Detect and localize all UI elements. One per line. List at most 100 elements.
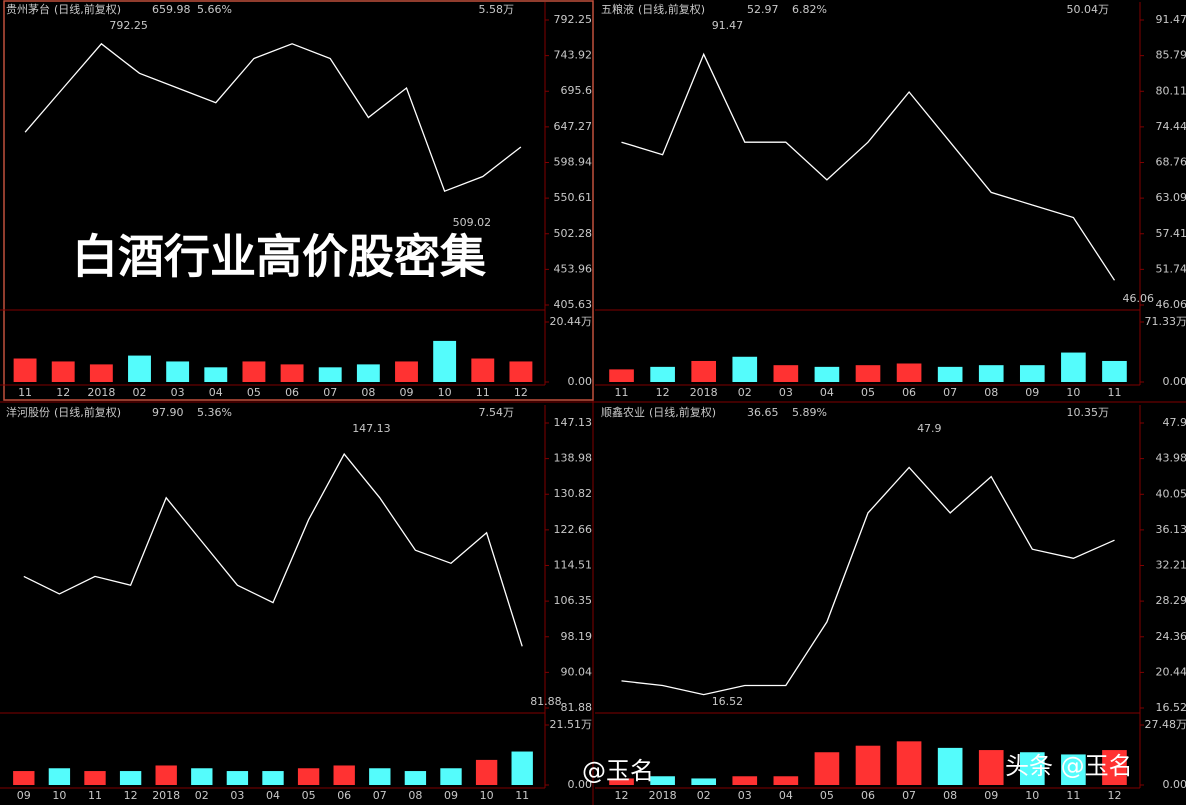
volume-tick-label: 0.00 xyxy=(1163,778,1186,791)
volume-bar xyxy=(732,776,758,785)
price-line xyxy=(621,52,1116,281)
x-tick-label: 2018 xyxy=(87,386,115,399)
y-tick-label: 40.05 xyxy=(1156,487,1186,500)
x-tick-label: 09 xyxy=(400,386,414,399)
x-tick-label: 11 xyxy=(1066,789,1080,802)
y-tick-label: 43.98 xyxy=(1156,452,1186,465)
volume-label: 7.54万 xyxy=(479,406,515,419)
volume-bar xyxy=(242,361,266,382)
y-tick-label: 63.09 xyxy=(1156,191,1186,204)
x-tick-label: 08 xyxy=(408,789,422,802)
high-label: 792.25 xyxy=(109,19,148,32)
y-tick-label: 106.35 xyxy=(554,594,593,607)
low-label: 509.02 xyxy=(453,216,492,229)
x-tick-label: 05 xyxy=(302,789,316,802)
volume-bar xyxy=(204,367,228,382)
y-tick-label: 32.21 xyxy=(1156,559,1186,572)
y-tick-label: 20.44 xyxy=(1156,665,1186,678)
volume-bar xyxy=(509,361,533,382)
headline: 白酒行业高价股密集 xyxy=(72,232,486,283)
stock-name: 五粮液 xyxy=(601,2,634,16)
y-tick-label: 46.06 xyxy=(1156,298,1186,311)
volume-bar xyxy=(356,364,380,382)
x-tick-label: 04 xyxy=(266,789,280,802)
y-tick-label: 138.98 xyxy=(554,452,593,465)
volume-bar xyxy=(978,750,1004,785)
low-label: 16.52 xyxy=(712,695,744,708)
stock-name: 贵州茅台 xyxy=(6,2,50,16)
y-tick-label: 122.66 xyxy=(554,523,593,536)
low-label: 81.88 xyxy=(530,695,562,708)
price-line xyxy=(621,466,1115,696)
watermark: @玉名 xyxy=(582,757,654,785)
x-tick-label: 05 xyxy=(861,386,875,399)
volume-bar xyxy=(732,356,758,382)
low-label: 46.06 xyxy=(1122,292,1154,305)
y-tick-label: 147.13 xyxy=(554,416,593,429)
change: 6.82% xyxy=(792,3,827,16)
y-tick-label: 647.27 xyxy=(554,120,593,133)
volume-bar xyxy=(89,364,113,382)
volume-bar xyxy=(814,752,840,785)
high-label: 147.13 xyxy=(352,422,391,435)
x-tick-label: 06 xyxy=(337,789,351,802)
volume-bar xyxy=(471,358,495,382)
x-tick-label: 11 xyxy=(88,789,102,802)
volume-bar xyxy=(395,361,418,382)
price: 659.98 xyxy=(152,3,191,16)
y-tick-label: 36.13 xyxy=(1156,523,1186,536)
y-tick-label: 502.28 xyxy=(554,227,593,240)
y-tick-label: 98.19 xyxy=(561,630,593,643)
x-tick-label: 12 xyxy=(56,386,70,399)
x-tick-label: 04 xyxy=(779,789,793,802)
x-tick-label: 09 xyxy=(17,789,31,802)
volume-bar xyxy=(650,776,675,785)
volume-bar xyxy=(404,771,427,785)
x-tick-label: 11 xyxy=(18,386,32,399)
volume-tick-label: 71.33万 xyxy=(1145,315,1186,328)
chart-mode: (日线,前复权) xyxy=(54,2,121,16)
high-label: 91.47 xyxy=(712,19,744,32)
volume-label: 10.35万 xyxy=(1067,406,1110,419)
y-tick-label: 57.41 xyxy=(1156,227,1186,240)
volume-bar xyxy=(896,363,922,382)
x-tick-label: 02 xyxy=(697,789,711,802)
y-tick-label: 598.94 xyxy=(554,156,593,169)
volume-tick-label: 0.00 xyxy=(1163,375,1186,388)
y-tick-label: 80.11 xyxy=(1156,84,1186,97)
x-tick-label: 03 xyxy=(171,386,185,399)
x-tick-label: 09 xyxy=(444,789,458,802)
y-tick-label: 114.51 xyxy=(554,558,593,571)
change: 5.89% xyxy=(792,406,827,419)
volume-tick-label: 0.00 xyxy=(568,778,593,791)
volume-tick-label: 21.51万 xyxy=(550,718,593,731)
y-tick-label: 743.92 xyxy=(554,49,593,62)
x-tick-label: 03 xyxy=(779,386,793,399)
x-tick-label: 10 xyxy=(438,386,452,399)
volume-bar xyxy=(773,776,799,785)
volume-bar xyxy=(226,771,249,785)
chart-mode: (日线,前复权) xyxy=(54,405,121,419)
x-tick-label: 2018 xyxy=(649,789,677,802)
x-tick-label: 08 xyxy=(984,386,998,399)
volume-label: 50.04万 xyxy=(1067,3,1110,16)
y-tick-label: 453.96 xyxy=(554,262,593,275)
volume-bar xyxy=(937,366,963,382)
x-tick-label: 02 xyxy=(738,386,752,399)
volume-bar xyxy=(333,765,355,785)
stock-name: 洋河股份 xyxy=(6,405,50,419)
volume-bar xyxy=(1019,752,1045,785)
volume-bar xyxy=(855,745,881,785)
volume-bar xyxy=(1102,360,1127,382)
y-tick-label: 405.63 xyxy=(554,298,593,311)
source: 头条 @玉名 xyxy=(1005,752,1133,780)
x-tick-label: 07 xyxy=(902,789,916,802)
x-tick-label: 2018 xyxy=(152,789,180,802)
price: 36.65 xyxy=(747,406,779,419)
x-tick-label: 06 xyxy=(902,386,916,399)
volume-bar xyxy=(318,367,342,382)
chart-mode: (日线,前复权) xyxy=(649,405,716,419)
stock-name: 顺鑫农业 xyxy=(601,405,645,419)
volume-bar xyxy=(773,365,799,382)
